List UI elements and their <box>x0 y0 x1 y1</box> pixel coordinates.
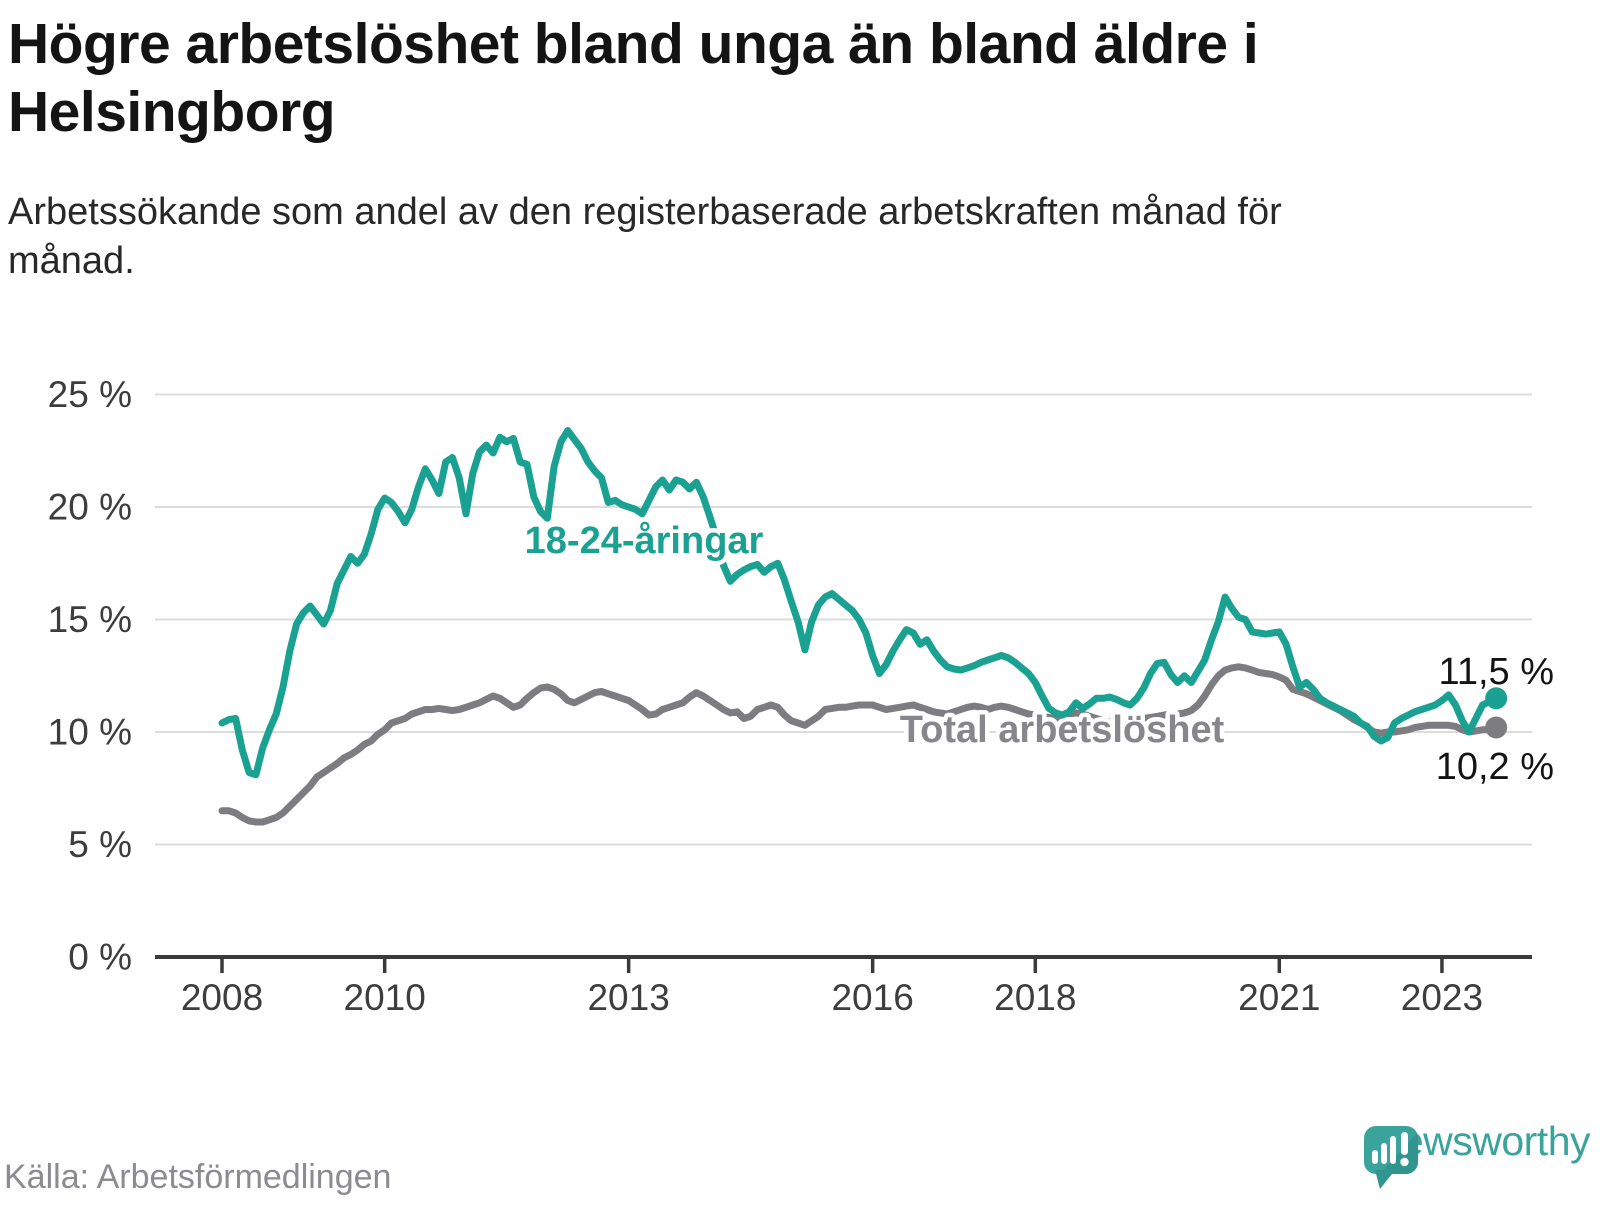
y-tick-label: 10 % <box>48 712 132 753</box>
page-title: Högre arbetslöshet bland unga än bland ä… <box>8 12 1259 145</box>
end-dot-youth <box>1485 687 1508 710</box>
series-line-total <box>218 663 1500 826</box>
x-tick-label: 2016 <box>831 977 913 1018</box>
series-label-youth: 18-24-åringar <box>525 520 764 562</box>
y-tick-label: 5 % <box>68 824 132 865</box>
chart-subtitle: Arbetssökande som andel av den registerb… <box>8 191 1282 282</box>
x-tick-label: 2013 <box>587 977 669 1018</box>
y-tick-label: 15 % <box>48 599 132 640</box>
y-tick-label: 25 % <box>48 374 132 415</box>
end-value-total: 10,2 % <box>1436 746 1554 788</box>
brand-footer: Newsworthy <box>1358 1118 1591 1189</box>
y-tick-label: 20 % <box>48 487 132 528</box>
end-dot-total <box>1485 716 1508 739</box>
end-value-youth: 11,5 % <box>1439 651 1554 693</box>
x-tick-label: 2008 <box>181 977 263 1018</box>
x-tick-label: 2018 <box>994 977 1076 1018</box>
x-tick-label: 2023 <box>1401 977 1483 1018</box>
x-tick-label: 2021 <box>1238 977 1320 1018</box>
source-credit: Källa: Arbetsförmedlingen <box>4 1158 392 1196</box>
y-tick-label: 0 % <box>68 937 132 978</box>
x-tick-label: 2010 <box>344 977 426 1018</box>
series-line-youth <box>218 427 1500 779</box>
newsworthy-logo-icon <box>1363 1126 1418 1189</box>
